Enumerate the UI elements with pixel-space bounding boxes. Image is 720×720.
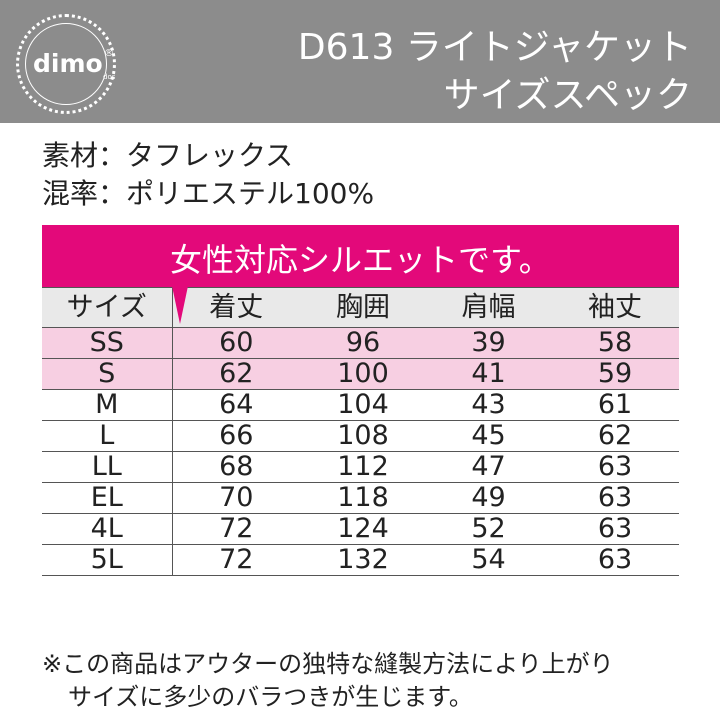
note-line-1: ※この商品はアウターの独特な縫製方法により上がり: [42, 650, 614, 678]
note-line-2: サイズに多少のバラつきが生じます。: [68, 683, 473, 711]
cell-sleeve: 58: [551, 327, 679, 359]
cell-length: 72: [172, 544, 300, 576]
banner-pointer: [172, 286, 188, 324]
cell-size: 5L: [42, 544, 173, 576]
table-row: S 62 100 41 59: [42, 358, 679, 390]
logo-text: dimo: [33, 49, 103, 78]
cell-chest: 132: [300, 544, 426, 576]
cell-length: 60: [172, 327, 300, 359]
cell-sleeve: 61: [551, 389, 679, 421]
table-row: 5L 72 132 54 63: [42, 544, 679, 576]
cell-sleeve: 59: [551, 358, 679, 390]
table-row: SS 60 96 39 58: [42, 327, 679, 359]
logo-subtext: dos: [103, 73, 116, 81]
header-size: サイズ: [42, 287, 173, 328]
header-length: 着丈: [172, 287, 300, 328]
cell-length: 72: [172, 513, 300, 545]
cell-length: 70: [172, 482, 300, 514]
composition-text: 混率：ポリエステル100%: [42, 177, 375, 210]
table-row: M 64 104 43 61: [42, 389, 679, 421]
cell-length: 68: [172, 451, 300, 483]
banner-text: 女性対応シルエットです。: [170, 241, 551, 279]
cell-shoulder: 41: [426, 358, 551, 390]
cell-shoulder: 47: [426, 451, 551, 483]
cell-size: S: [42, 358, 173, 390]
cell-length: 66: [172, 420, 300, 452]
cell-chest: 104: [300, 389, 426, 421]
table-row: LL 68 112 47 63: [42, 451, 679, 483]
cell-sleeve: 63: [551, 513, 679, 545]
cell-sleeve: 63: [551, 482, 679, 514]
cell-length: 62: [172, 358, 300, 390]
table-header-row: サイズ 着丈 胸囲 肩幅 袖丈: [42, 287, 679, 328]
size-spec-table: サイズ 着丈 胸囲 肩幅 袖丈 SS 60 96 39 58 S 62 100 41 59 M 64 1…: [42, 287, 679, 576]
cell-chest: 108: [300, 420, 426, 452]
cell-size: L: [42, 420, 173, 452]
cell-chest: 118: [300, 482, 426, 514]
cell-shoulder: 43: [426, 389, 551, 421]
product-title: D613 ライトジャケット: [297, 27, 692, 68]
cell-length: 64: [172, 389, 300, 421]
spec-title: サイズスペック: [443, 75, 692, 116]
cell-sleeve: 63: [551, 451, 679, 483]
header-bar: dimo ® dos D613 ライトジャケット サイズスペック: [0, 0, 720, 123]
header-chest: 胸囲: [300, 287, 426, 328]
cell-shoulder: 54: [426, 544, 551, 576]
cell-chest: 112: [300, 451, 426, 483]
cell-shoulder: 52: [426, 513, 551, 545]
cell-shoulder: 45: [426, 420, 551, 452]
cell-size: LL: [42, 451, 173, 483]
dimo-logo: dimo ® dos: [16, 14, 116, 114]
cell-shoulder: 49: [426, 482, 551, 514]
cell-size: M: [42, 389, 173, 421]
cell-size: SS: [42, 327, 173, 359]
cell-size: 4L: [42, 513, 173, 545]
cell-size: EL: [42, 482, 173, 514]
table-row: L 66 108 45 62: [42, 420, 679, 452]
cell-sleeve: 62: [551, 420, 679, 452]
cell-shoulder: 39: [426, 327, 551, 359]
cell-chest: 96: [300, 327, 426, 359]
header-shoulder: 肩幅: [426, 287, 551, 328]
logo-ring: [25, 23, 107, 105]
cell-chest: 124: [300, 513, 426, 545]
material-text: 素材：タフレックス: [42, 139, 294, 172]
silhouette-banner: 女性対応シルエットです。: [42, 225, 679, 287]
cell-sleeve: 63: [551, 544, 679, 576]
logo-registered-mark: ®: [104, 48, 114, 59]
table-row: EL 70 118 49 63: [42, 482, 679, 514]
cell-chest: 100: [300, 358, 426, 390]
header-sleeve: 袖丈: [551, 287, 679, 328]
table-row: 4L 72 124 52 63: [42, 513, 679, 545]
